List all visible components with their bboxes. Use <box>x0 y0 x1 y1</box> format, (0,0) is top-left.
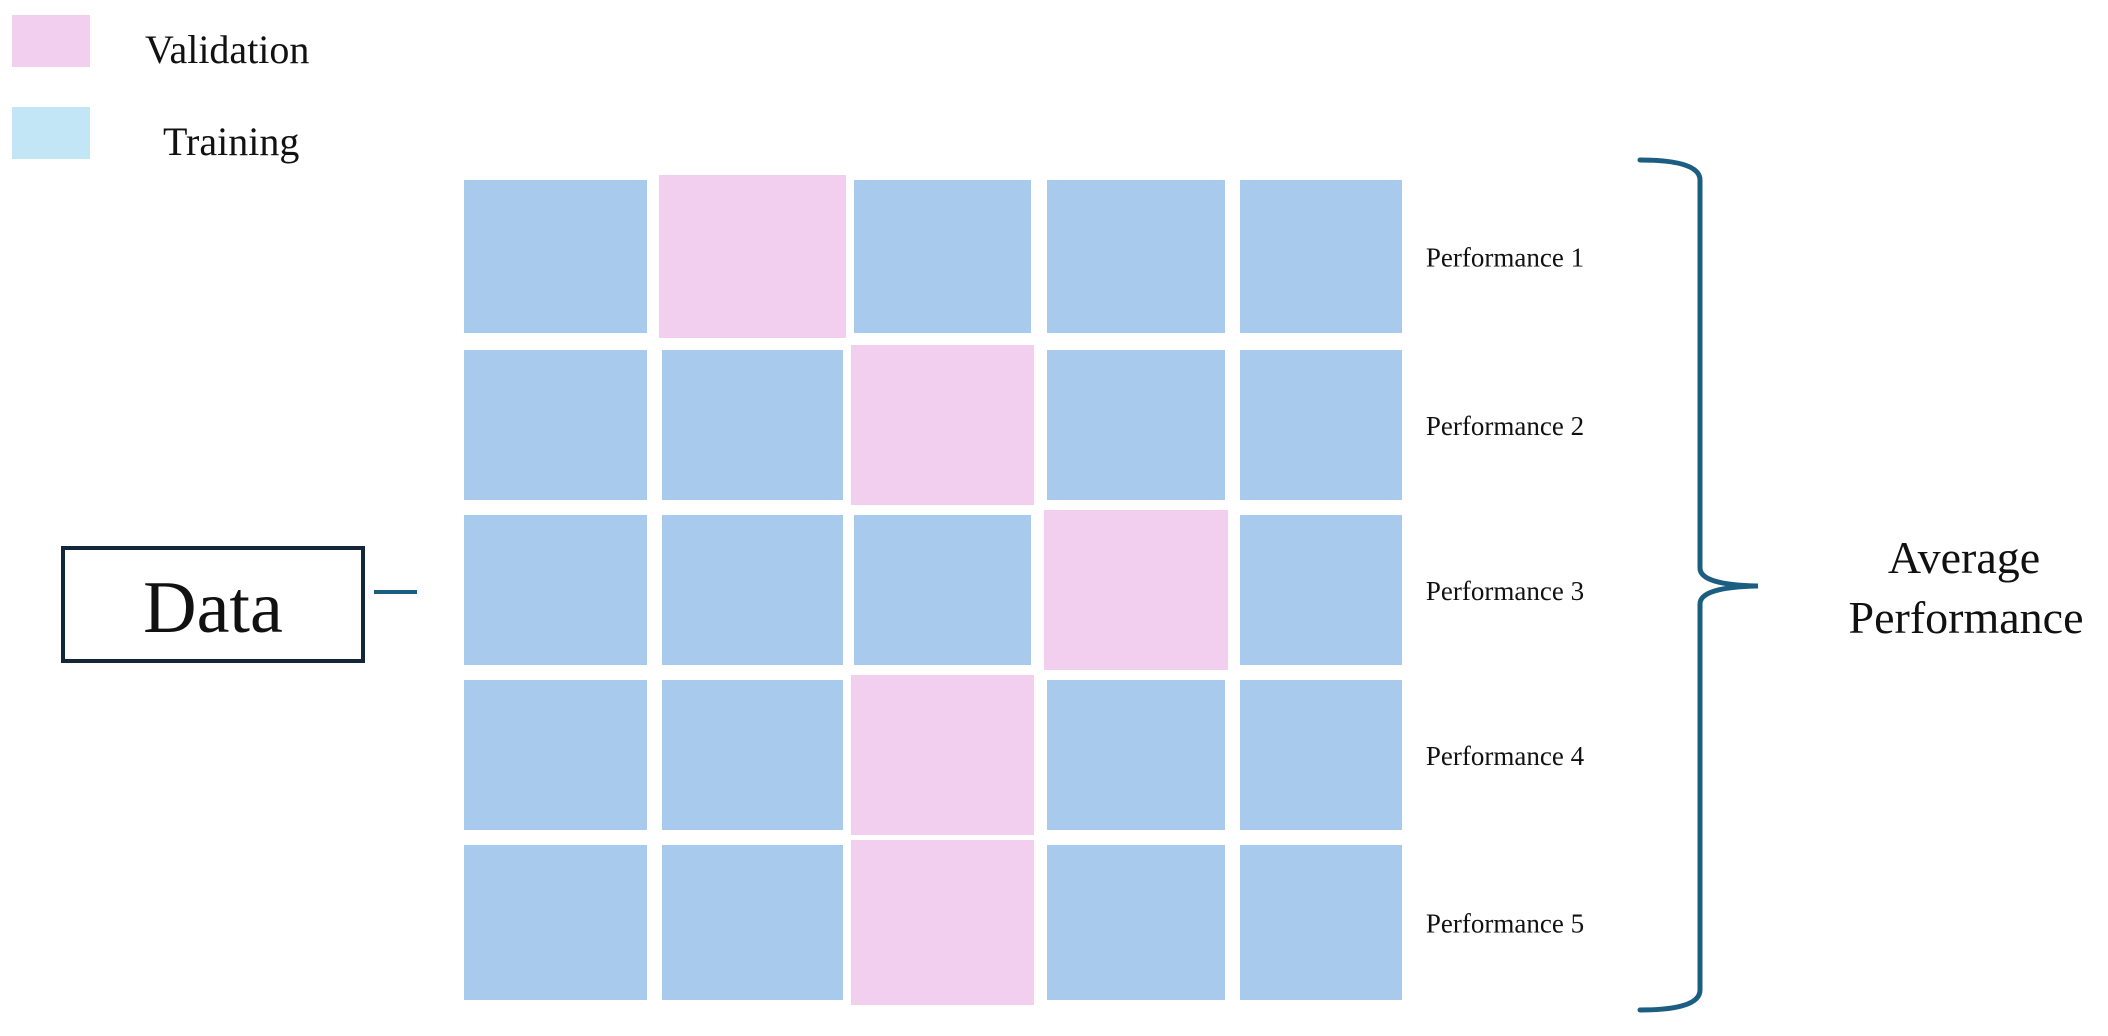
training-cell-r2-c2 <box>662 350 843 500</box>
training-cell-r4-c4 <box>1047 680 1225 830</box>
training-cell-r1-c4 <box>1047 180 1225 333</box>
legend-swatch-validation <box>12 15 90 67</box>
validation-cell-r2-c3 <box>851 345 1034 505</box>
fold-grid <box>464 175 1402 1005</box>
average-performance: Average Performance <box>1849 532 2084 643</box>
validation-cell-r4-c3 <box>851 675 1034 835</box>
average-performance-line1: Average <box>1888 532 2040 583</box>
training-cell-r4-c5 <box>1240 680 1402 830</box>
training-cell-r5-c4 <box>1047 845 1225 1000</box>
data-box-label: Data <box>143 567 283 649</box>
training-cell-r2-c5 <box>1240 350 1402 500</box>
training-cell-r5-c5 <box>1240 845 1402 1000</box>
training-cell-r1-c3 <box>854 180 1031 333</box>
training-cell-r3-c5 <box>1240 515 1402 665</box>
performance-labels: Performance 1 Performance 2 Performance 3 P… <box>1426 243 1585 939</box>
validation-cell-r5-c3 <box>851 840 1034 1005</box>
performance-label-2: Performance 2 <box>1426 411 1584 441</box>
training-cell-r1-c5 <box>1240 180 1402 333</box>
validation-cell-r3-c4 <box>1044 510 1228 670</box>
training-cell-r2-c4 <box>1047 350 1225 500</box>
training-cell-r4-c2 <box>662 680 843 830</box>
legend-swatch-training <box>12 107 90 159</box>
training-cell-r3-c1 <box>464 515 647 665</box>
training-cell-r2-c1 <box>464 350 647 500</box>
training-cell-r3-c3 <box>854 515 1031 665</box>
validation-cell-r1-c2 <box>659 175 846 338</box>
data-box-frame <box>61 546 365 663</box>
legend-label-validation: Validation <box>145 27 309 72</box>
training-cell-r1-c1 <box>464 180 647 333</box>
right-curly-brace <box>1637 157 1759 1013</box>
performance-label-4: Performance 4 <box>1426 741 1585 771</box>
training-cell-r5-c1 <box>464 845 647 1000</box>
performance-label-3: Performance 3 <box>1426 576 1584 606</box>
average-performance-line2: Performance <box>1849 592 2084 643</box>
performance-label-5: Performance 5 <box>1426 909 1584 939</box>
training-cell-r4-c1 <box>464 680 647 830</box>
legend-label-training: Training <box>163 119 299 164</box>
data-box: Data <box>61 546 417 663</box>
performance-label-1: Performance 1 <box>1426 243 1584 273</box>
training-cell-r5-c2 <box>662 845 843 1000</box>
training-cell-r3-c2 <box>662 515 843 665</box>
legend: Validation Training <box>12 15 309 164</box>
